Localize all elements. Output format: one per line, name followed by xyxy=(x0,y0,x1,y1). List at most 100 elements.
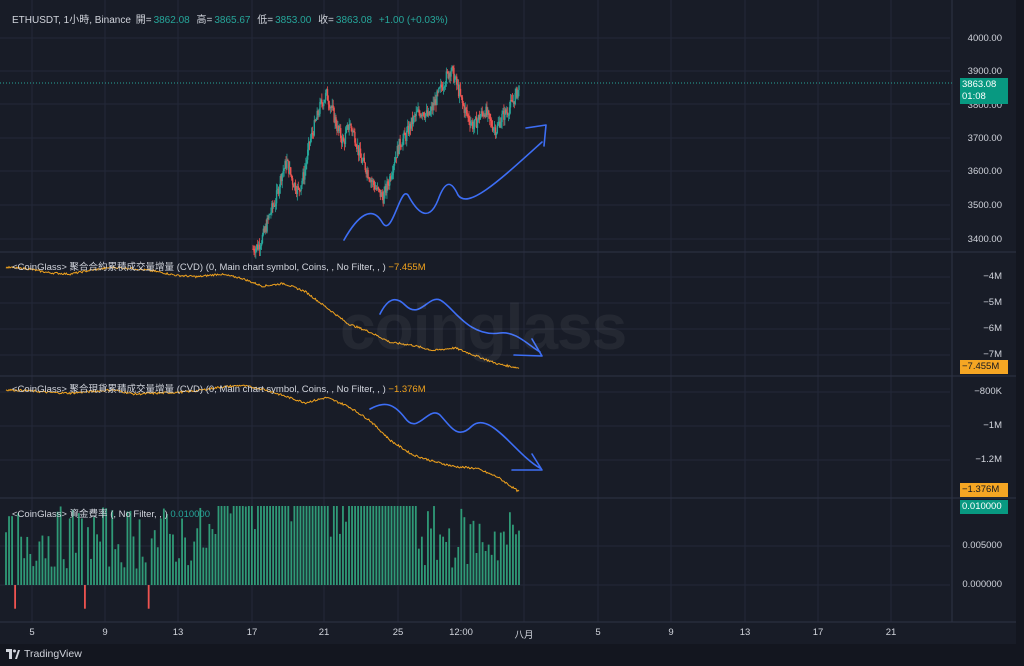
candle xyxy=(262,228,265,235)
funding-bar xyxy=(332,506,335,585)
funding-pane-label[interactable]: <CoinGlass> 資金費率 (, No Filter, , ) 0.010… xyxy=(12,509,210,520)
funding-bar xyxy=(132,536,135,585)
coinglass-watermark: coinglass xyxy=(340,291,627,363)
cvd-spot-pane-label[interactable]: <CoinGlass> 聚合現貨累積成交量增量 (CVD) (0, Main c… xyxy=(12,384,426,395)
funding-bar xyxy=(469,524,472,585)
funding-bar xyxy=(399,506,402,585)
funding-bar xyxy=(38,541,41,585)
funding-bar xyxy=(165,514,168,585)
change-label: +1.00 (+0.03%) xyxy=(378,15,448,26)
candle xyxy=(332,105,334,108)
tradingview-logo-icon xyxy=(6,649,20,659)
candle xyxy=(506,112,508,114)
candle xyxy=(464,107,466,113)
candle xyxy=(383,192,385,204)
candle xyxy=(357,145,360,156)
price-tick: 3600.00 xyxy=(967,166,1002,177)
x-tick: 17 xyxy=(812,627,824,638)
annotation-arrowhead xyxy=(511,453,543,471)
price-tick: 4000.00 xyxy=(967,33,1002,44)
funding-bar xyxy=(162,508,165,585)
candle xyxy=(438,87,440,92)
funding-bar xyxy=(172,534,174,585)
funding-bar xyxy=(266,506,268,585)
candle xyxy=(379,189,382,197)
funding-bar xyxy=(169,533,171,585)
candle xyxy=(479,115,482,120)
funding-bar xyxy=(326,506,329,585)
candle xyxy=(351,128,353,133)
candle xyxy=(376,187,379,190)
funding-tick: 0.000000 xyxy=(962,579,1002,590)
candle xyxy=(297,186,299,189)
funding-bar xyxy=(65,568,68,585)
annotation-arrowhead xyxy=(525,124,547,147)
candle xyxy=(409,123,412,129)
funding-bar xyxy=(275,506,278,585)
candle xyxy=(518,85,520,90)
candle xyxy=(283,168,285,172)
candle xyxy=(433,102,435,106)
funding-bar xyxy=(281,506,284,585)
funding-bar xyxy=(74,552,77,585)
funding-bar xyxy=(96,534,98,585)
candle xyxy=(317,110,319,116)
funding-bar xyxy=(62,559,65,585)
funding-bar xyxy=(99,541,102,585)
funding-bar xyxy=(50,566,53,585)
cvd-spot-tag: −1.376M xyxy=(960,483,1008,497)
x-tick: 5 xyxy=(29,627,35,638)
funding-bar xyxy=(481,542,484,585)
candle xyxy=(505,109,507,114)
candle xyxy=(267,218,269,220)
candle xyxy=(298,188,300,190)
funding-bar xyxy=(357,506,360,585)
candle xyxy=(473,126,475,130)
funding-bar xyxy=(417,548,420,585)
tradingview-branding[interactable]: TradingView xyxy=(6,648,82,660)
funding-bar xyxy=(296,506,299,585)
funding-bar xyxy=(508,512,511,585)
candle xyxy=(429,110,432,115)
candle xyxy=(253,248,255,252)
candle xyxy=(467,114,469,117)
candle xyxy=(365,170,367,175)
funding-bar xyxy=(390,506,393,585)
cvd-futures-pane-label[interactable]: <CoinGlass> 聚合合約累積成交量增量 (CVD) (0, Main c… xyxy=(12,262,426,273)
funding-bar xyxy=(202,547,205,585)
candle xyxy=(270,212,272,215)
candle xyxy=(308,141,311,144)
candle xyxy=(447,71,449,79)
x-tick: 13 xyxy=(172,627,184,638)
candle xyxy=(366,170,368,175)
candle xyxy=(517,89,519,98)
candle xyxy=(314,120,316,122)
candle xyxy=(398,138,400,155)
candle xyxy=(432,102,434,111)
candle xyxy=(399,138,401,147)
candle xyxy=(338,126,340,131)
candle xyxy=(439,87,441,89)
funding-bar xyxy=(217,506,220,585)
candle xyxy=(494,127,497,136)
funding-bar xyxy=(153,530,156,585)
funding-tag: 0.010000 xyxy=(960,500,1008,514)
funding-bar xyxy=(254,529,256,585)
candle xyxy=(341,137,344,144)
funding-bar xyxy=(460,508,463,585)
funding-bar xyxy=(129,510,132,585)
funding-bar xyxy=(293,506,296,585)
funding-bar xyxy=(108,566,111,585)
candle xyxy=(499,121,501,128)
x-tick: 25 xyxy=(392,627,404,638)
candle xyxy=(293,182,296,188)
price-tick: 3400.00 xyxy=(967,234,1002,245)
price-tick: 3900.00 xyxy=(967,66,1002,77)
funding-bar xyxy=(457,546,460,585)
candle xyxy=(391,172,394,176)
funding-bar xyxy=(287,506,290,585)
candle xyxy=(407,125,410,134)
funding-bar xyxy=(269,506,271,585)
candle xyxy=(417,109,419,112)
